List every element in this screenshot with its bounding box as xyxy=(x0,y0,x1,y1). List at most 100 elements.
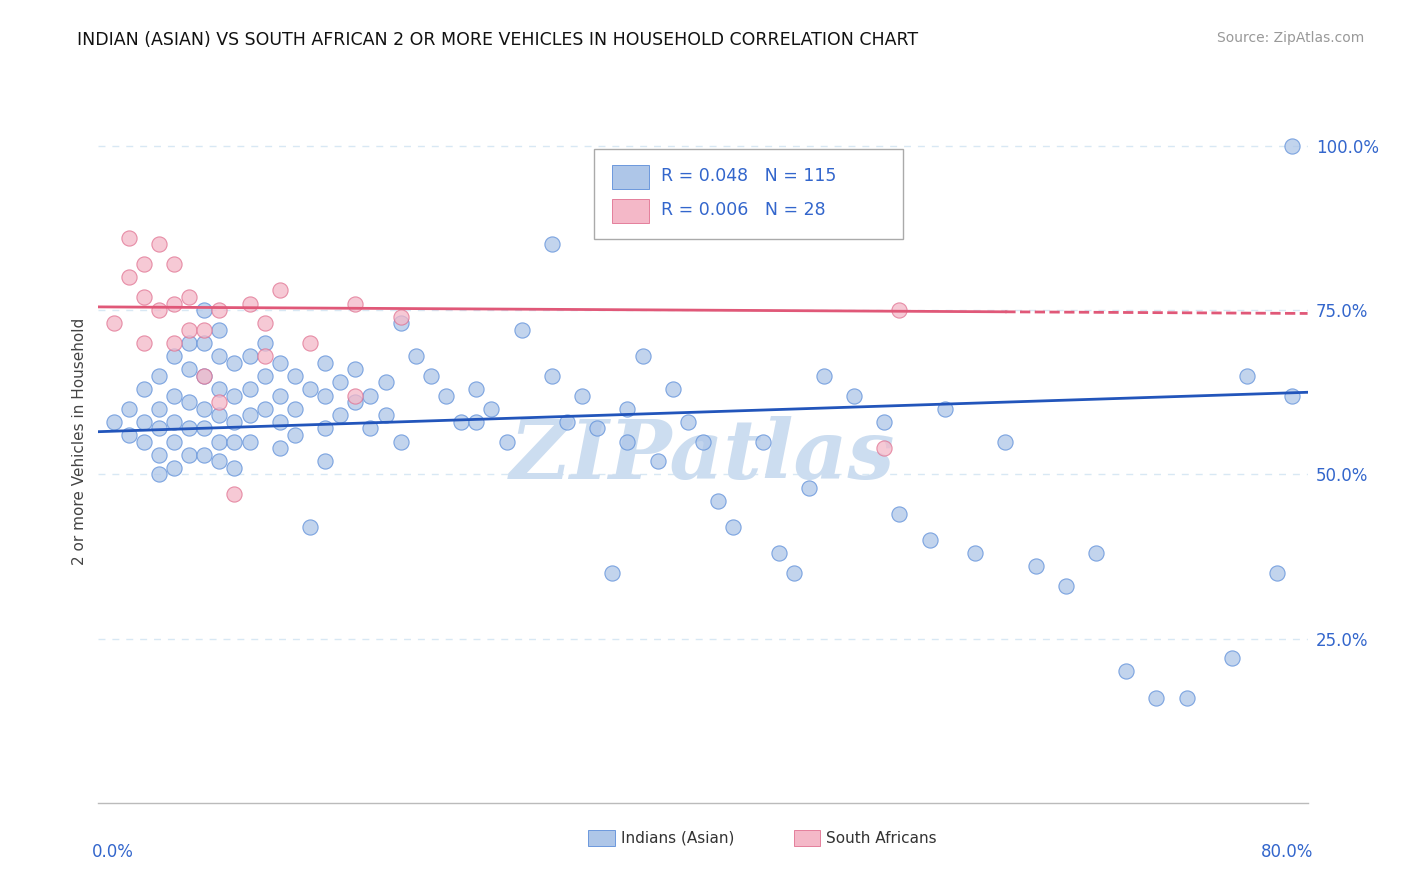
Point xyxy=(1236,368,1258,383)
Point xyxy=(193,336,215,351)
Point xyxy=(299,336,322,351)
Point xyxy=(616,434,638,449)
Point xyxy=(103,316,125,330)
Point xyxy=(253,336,276,351)
Point xyxy=(118,401,141,416)
Point xyxy=(179,395,201,409)
Point xyxy=(239,382,262,396)
Point xyxy=(873,415,896,429)
Y-axis label: 2 or more Vehicles in Household: 2 or more Vehicles in Household xyxy=(72,318,87,566)
FancyBboxPatch shape xyxy=(613,165,648,188)
Point xyxy=(253,316,276,330)
Point xyxy=(360,421,382,435)
Text: R = 0.048   N = 115: R = 0.048 N = 115 xyxy=(661,168,837,186)
Point xyxy=(420,368,443,383)
Point xyxy=(797,481,820,495)
Point xyxy=(844,388,866,402)
Point xyxy=(631,349,654,363)
Point xyxy=(148,421,170,435)
Text: R = 0.006   N = 28: R = 0.006 N = 28 xyxy=(661,202,825,219)
Point xyxy=(132,434,155,449)
Point xyxy=(813,368,835,383)
Point xyxy=(389,310,412,324)
Point xyxy=(314,454,336,468)
Point xyxy=(434,388,457,402)
Point xyxy=(179,290,201,304)
Point xyxy=(647,454,669,468)
Point xyxy=(768,546,790,560)
Point xyxy=(148,401,170,416)
Point xyxy=(239,409,262,423)
Point xyxy=(676,415,699,429)
Point xyxy=(208,454,231,468)
Point xyxy=(1175,690,1198,705)
Text: 80.0%: 80.0% xyxy=(1261,843,1313,861)
Point xyxy=(239,296,262,310)
Point xyxy=(602,566,624,580)
Point xyxy=(193,368,215,383)
Point xyxy=(193,303,215,318)
Point xyxy=(132,382,155,396)
Point xyxy=(389,434,412,449)
Point xyxy=(163,257,186,271)
Point xyxy=(269,415,291,429)
Point xyxy=(360,388,382,402)
Point xyxy=(118,231,141,245)
Point xyxy=(465,415,488,429)
Point xyxy=(299,382,322,396)
Point xyxy=(1220,651,1243,665)
Point xyxy=(314,421,336,435)
Point xyxy=(208,303,231,318)
Point xyxy=(253,401,276,416)
Point xyxy=(752,434,775,449)
Point xyxy=(208,409,231,423)
FancyBboxPatch shape xyxy=(613,199,648,223)
Point xyxy=(994,434,1017,449)
Point xyxy=(163,336,186,351)
Point xyxy=(329,409,352,423)
Point xyxy=(299,520,322,534)
Point xyxy=(208,382,231,396)
Point xyxy=(148,303,170,318)
Text: Indians (Asian): Indians (Asian) xyxy=(621,830,734,846)
Point xyxy=(389,316,412,330)
Point xyxy=(284,368,307,383)
Point xyxy=(495,434,517,449)
Point xyxy=(586,421,609,435)
FancyBboxPatch shape xyxy=(793,830,820,847)
Point xyxy=(450,415,472,429)
Point xyxy=(224,388,246,402)
Point xyxy=(224,487,246,501)
Point xyxy=(344,395,367,409)
Point xyxy=(148,467,170,482)
Point xyxy=(1267,566,1289,580)
Point xyxy=(344,388,367,402)
Point xyxy=(224,415,246,429)
Point xyxy=(344,362,367,376)
Point xyxy=(118,270,141,285)
Point xyxy=(889,507,911,521)
Point xyxy=(163,388,186,402)
Point xyxy=(692,434,714,449)
Point xyxy=(208,434,231,449)
Point xyxy=(329,376,352,390)
Point xyxy=(253,349,276,363)
FancyBboxPatch shape xyxy=(588,830,614,847)
Point xyxy=(132,336,155,351)
Point xyxy=(873,441,896,455)
Point xyxy=(148,237,170,252)
Point xyxy=(179,362,201,376)
Point xyxy=(889,303,911,318)
Point xyxy=(284,428,307,442)
Point xyxy=(132,290,155,304)
Point xyxy=(555,415,578,429)
Point xyxy=(193,421,215,435)
Point xyxy=(239,349,262,363)
Point xyxy=(269,284,291,298)
Point xyxy=(661,382,683,396)
Point xyxy=(1085,546,1108,560)
Point xyxy=(934,401,956,416)
Text: South Africans: South Africans xyxy=(827,830,936,846)
Point xyxy=(540,237,562,252)
Point xyxy=(1281,139,1303,153)
